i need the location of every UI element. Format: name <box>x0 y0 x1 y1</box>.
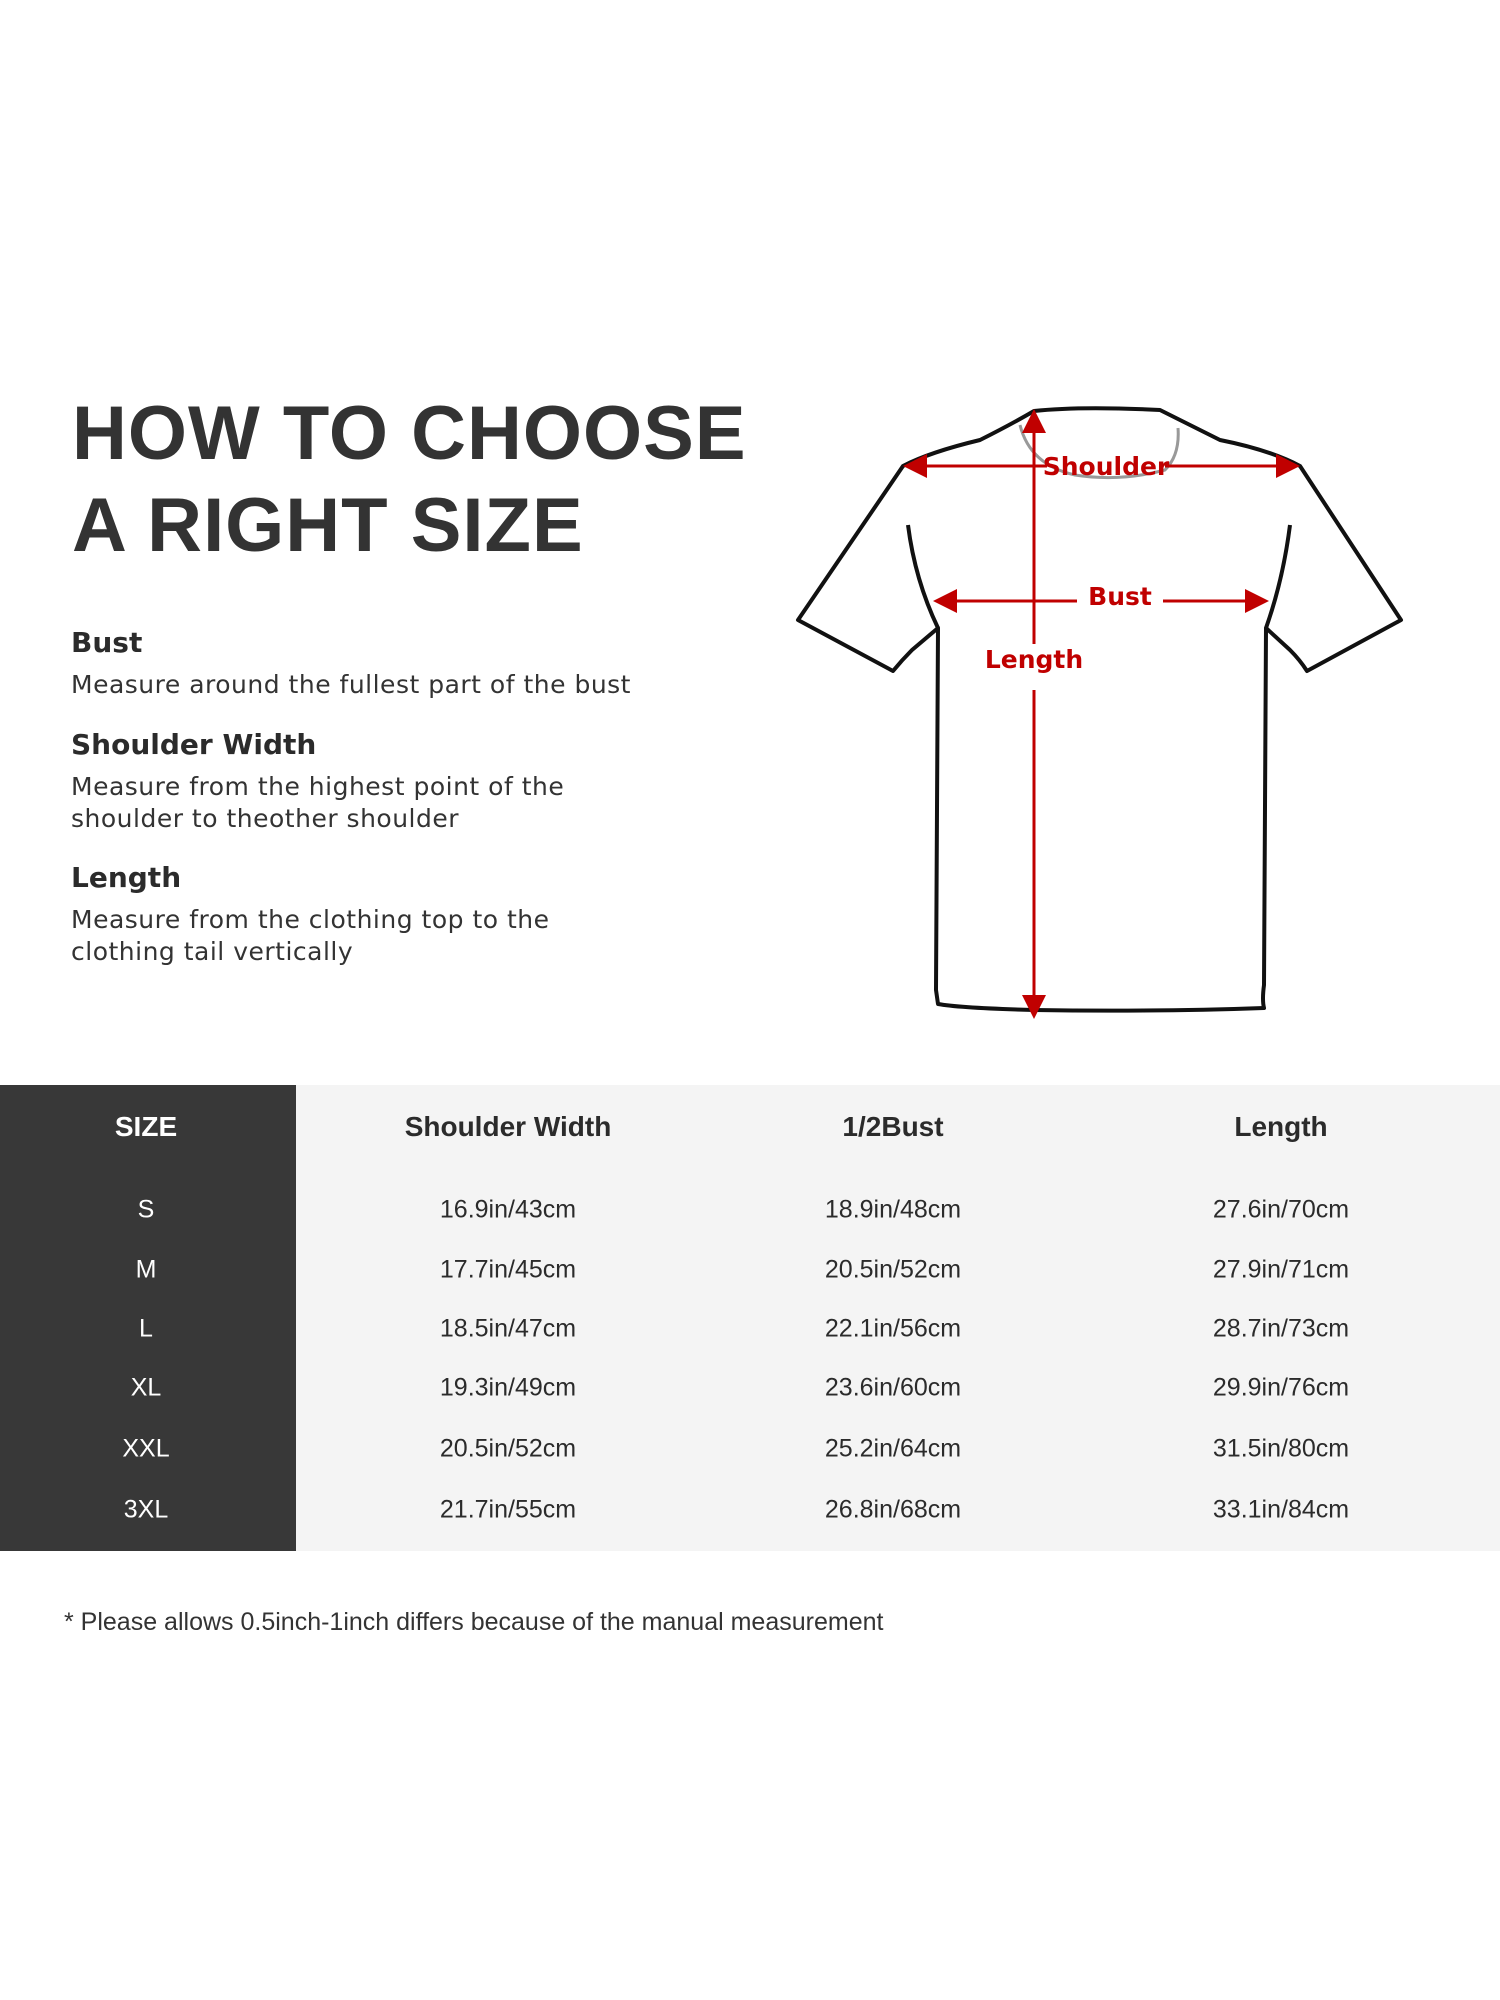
table-cell: 33.1in/84cm <box>1212 1495 1350 1524</box>
size-table: SIZE Shoulder Width 1/2Bust Length S 16.9in/4… <box>0 1085 1500 1551</box>
table-cell: 27.6in/70cm <box>1212 1195 1350 1224</box>
guide-heading-length: Length <box>71 861 182 894</box>
title-line-2: A RIGHT SIZE <box>72 483 584 568</box>
table-cell: 20.5in/52cm <box>439 1434 577 1463</box>
table-cell: 20.5in/52cm <box>824 1255 962 1284</box>
size-label: XXL <box>122 1434 170 1463</box>
table-cell: 29.9in/76cm <box>1212 1373 1350 1402</box>
table-cell: 27.9in/71cm <box>1212 1255 1350 1284</box>
table-cell: 21.7in/55cm <box>439 1495 577 1524</box>
table-cell: 18.9in/48cm <box>824 1195 962 1224</box>
guide-desc-length: Measure from the clothing top to the clot… <box>71 904 550 968</box>
size-column <box>0 1085 296 1551</box>
guide-heading-bust: Bust <box>71 626 143 659</box>
table-cell: 16.9in/43cm <box>439 1195 577 1224</box>
tshirt-diagram: Shoulder Bust Length <box>796 406 1403 1019</box>
tshirt-outline <box>796 406 1403 1013</box>
bust-label: Bust <box>1088 582 1152 611</box>
column-header: Length <box>1234 1111 1328 1142</box>
page-title: HOW TO CHOOSE A RIGHT SIZE <box>72 388 747 572</box>
size-label: L <box>139 1314 153 1343</box>
size-label: S <box>137 1195 155 1224</box>
table-cell: 19.3in/49cm <box>439 1373 577 1402</box>
measure-arrows <box>903 409 1300 1019</box>
footnote: * Please allows 0.5inch-1inch differs be… <box>64 1608 884 1636</box>
table-cell: 18.5in/47cm <box>439 1314 577 1343</box>
desc-line: Measure from the clothing top to the <box>71 905 550 934</box>
desc-line: Measure around the fullest part of the b… <box>71 670 631 699</box>
guide-desc-shoulder: Measure from the highest point of the sho… <box>71 771 564 835</box>
shoulder-label: Shoulder <box>1043 452 1170 481</box>
size-label: M <box>135 1255 157 1284</box>
table-cell: 26.8in/68cm <box>824 1495 962 1524</box>
table-cell: 22.1in/56cm <box>824 1314 962 1343</box>
table-cell: 28.7in/73cm <box>1212 1314 1350 1343</box>
table-cell: 17.7in/45cm <box>439 1255 577 1284</box>
desc-line: shoulder to theother shoulder <box>71 804 460 833</box>
table-cell: 25.2in/64cm <box>824 1434 962 1463</box>
table-cell: 31.5in/80cm <box>1212 1434 1350 1463</box>
size-label: XL <box>130 1373 162 1402</box>
desc-line: clothing tail vertically <box>71 937 354 966</box>
column-header: Shoulder Width <box>404 1111 612 1142</box>
length-label: Length <box>985 645 1083 674</box>
table-cell: 23.6in/60cm <box>824 1373 962 1402</box>
desc-line: Measure from the highest point of the <box>71 772 565 801</box>
guide-heading-shoulder: Shoulder Width <box>71 728 317 761</box>
column-header: SIZE <box>114 1111 178 1142</box>
title-line-1: HOW TO CHOOSE <box>72 391 747 476</box>
guide-desc-bust: Measure around the fullest part of the b… <box>71 669 631 701</box>
column-header: 1/2Bust <box>842 1111 944 1142</box>
size-label: 3XL <box>123 1495 169 1524</box>
